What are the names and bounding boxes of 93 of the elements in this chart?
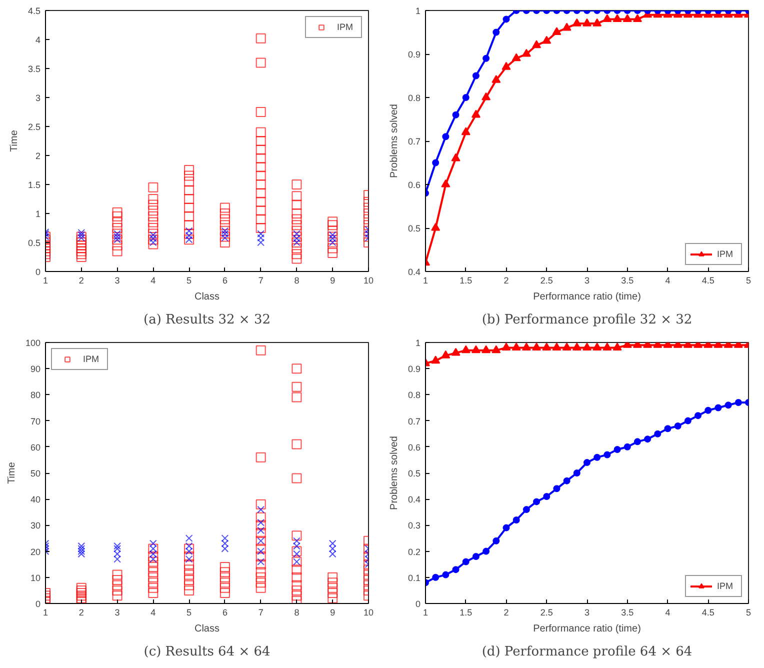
text: (d) Performance profile 64 × 64 bbox=[482, 644, 692, 660]
x-tick-label: 5 bbox=[186, 608, 192, 618]
x-tick-label: 2.5 bbox=[540, 608, 553, 618]
y-tick-label: 0.6 bbox=[408, 442, 421, 452]
y-tick-label: 3.5 bbox=[28, 64, 41, 74]
x-tick-label: 4 bbox=[665, 608, 670, 618]
y-tick-label: 0 bbox=[35, 599, 41, 609]
y-tick-label: 1 bbox=[415, 338, 421, 348]
x-tick-label: 4.5 bbox=[702, 276, 714, 286]
y-tick-label: 80 bbox=[30, 390, 41, 400]
x-tick-label: 1 bbox=[42, 276, 48, 286]
x-tick-label: 10 bbox=[363, 608, 374, 618]
x-tick-label: 1 bbox=[422, 276, 428, 286]
x-tick-label: 3.5 bbox=[621, 276, 634, 286]
x-tick-label: 8 bbox=[294, 276, 300, 286]
y-tick-label: 0.2 bbox=[408, 546, 421, 557]
legend-label: IPM bbox=[337, 21, 354, 33]
x-tick-label: 3 bbox=[584, 608, 590, 618]
y-axis-title: Time bbox=[6, 462, 18, 484]
legend-label: IPM bbox=[717, 580, 734, 592]
x-tick-label: 1 bbox=[42, 608, 48, 618]
y-tick-label: 0 bbox=[415, 599, 421, 609]
x-tick-label: 3 bbox=[114, 276, 120, 286]
x-axis-title: Class bbox=[194, 292, 220, 302]
x-tick-label: 4 bbox=[150, 276, 156, 286]
text: (c) Results 64 × 64 bbox=[144, 644, 270, 660]
x-tick-label: 3 bbox=[114, 608, 120, 618]
y-tick-label: 0.9 bbox=[408, 50, 421, 60]
x-tick-label: 7 bbox=[258, 276, 264, 286]
x-tick-label: 1 bbox=[422, 608, 428, 618]
x-tick-label: 2 bbox=[504, 608, 509, 618]
y-tick-label: 90 bbox=[30, 364, 41, 374]
x-tick-label: 5 bbox=[746, 276, 752, 286]
y-tick-label: 3 bbox=[35, 93, 41, 103]
y-tick-label: 1.5 bbox=[28, 180, 41, 190]
y-axis-title: Time bbox=[8, 130, 20, 152]
y-tick-label: 4.5 bbox=[28, 6, 41, 16]
y-tick-label: 0.8 bbox=[408, 93, 421, 103]
x-tick-label: 1.5 bbox=[460, 276, 472, 286]
y-tick-label: 100 bbox=[25, 338, 41, 348]
y-tick-label: 1 bbox=[35, 209, 41, 219]
y-tick-label: 0.1 bbox=[408, 572, 421, 583]
y-axis-title: Problems solved bbox=[388, 104, 400, 178]
y-tick-label: 0.6 bbox=[408, 180, 421, 190]
y-tick-label: 70 bbox=[30, 416, 41, 426]
x-tick-label: 2 bbox=[78, 276, 84, 286]
y-tick-label: 60 bbox=[30, 442, 41, 452]
y-tick-label: 1 bbox=[415, 6, 421, 16]
x-tick-label: 9 bbox=[330, 608, 336, 618]
x-tick-label: 6 bbox=[222, 276, 228, 286]
x-tick-label: 2 bbox=[504, 276, 509, 286]
x-tick-label: 1.5 bbox=[460, 608, 472, 618]
x-tick-label: 9 bbox=[330, 276, 336, 286]
y-tick-label: 4 bbox=[35, 35, 41, 45]
y-tick-label: 0.4 bbox=[408, 494, 421, 505]
y-tick-label: 50 bbox=[30, 468, 41, 478]
y-tick-label: 2 bbox=[35, 151, 41, 161]
legend-label: IPM bbox=[83, 353, 100, 365]
x-tick-label: 10 bbox=[363, 276, 374, 286]
x-tick-label: 7 bbox=[258, 608, 264, 618]
y-tick-label: 2.5 bbox=[28, 122, 41, 132]
y-tick-label: 0.8 bbox=[408, 390, 421, 400]
y-tick-label: 0.3 bbox=[408, 520, 421, 531]
y-axis-title: Problems solved bbox=[388, 436, 400, 510]
y-tick-label: 0.7 bbox=[408, 416, 421, 426]
y-tick-label: 0.9 bbox=[408, 364, 421, 374]
y-tick-label: 10 bbox=[30, 572, 41, 583]
y-tick-label: 0.7 bbox=[408, 136, 421, 146]
y-tick-label: 0.5 bbox=[408, 224, 421, 234]
x-tick-label: 3.5 bbox=[621, 608, 634, 618]
x-tick-label: 4 bbox=[665, 276, 670, 286]
x-tick-label: 8 bbox=[294, 608, 300, 618]
x-tick-label: 4.5 bbox=[702, 608, 714, 618]
text: (a) Results 32 × 32 bbox=[144, 312, 270, 328]
y-tick-label: 0.4 bbox=[408, 267, 421, 277]
y-tick-label: 30 bbox=[30, 520, 41, 531]
y-tick-label: 0.5 bbox=[28, 238, 41, 248]
x-tick-label: 2 bbox=[78, 608, 84, 618]
y-tick-label: 0.5 bbox=[408, 468, 421, 478]
x-tick-label: 6 bbox=[222, 608, 228, 618]
y-tick-label: 0 bbox=[35, 267, 41, 277]
x-tick-label: 3 bbox=[584, 276, 590, 286]
x-axis-title: Performance ratio (time) bbox=[533, 292, 641, 302]
x-axis-title: Performance ratio (time) bbox=[533, 624, 641, 634]
y-tick-label: 20 bbox=[30, 546, 41, 557]
x-axis-title: Class bbox=[194, 624, 220, 634]
x-tick-label: 5 bbox=[186, 276, 192, 286]
text: (b) Performance profile 32 × 32 bbox=[482, 312, 692, 328]
y-tick-label: 40 bbox=[30, 494, 41, 505]
x-tick-label: 4 bbox=[150, 608, 156, 618]
legend-label: IPM bbox=[717, 248, 734, 260]
x-tick-label: 5 bbox=[746, 608, 752, 618]
x-tick-label: 2.5 bbox=[540, 276, 553, 286]
